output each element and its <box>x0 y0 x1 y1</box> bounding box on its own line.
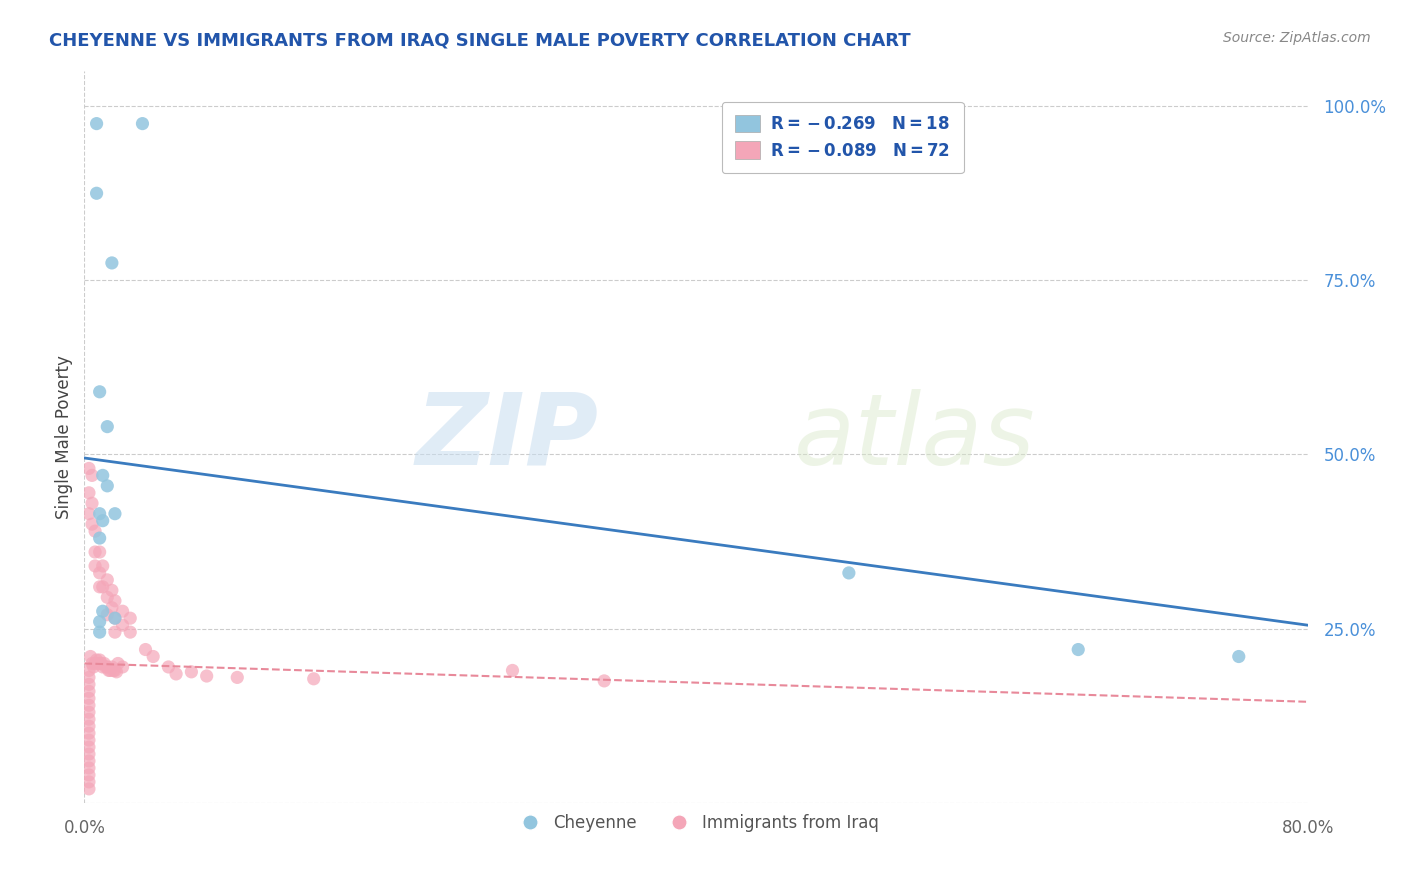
Point <box>77 507 100 521</box>
Point <box>77 691 100 706</box>
Point <box>101 660 124 674</box>
Point <box>79 649 101 664</box>
Point <box>180 665 202 679</box>
Point <box>77 733 100 747</box>
Point <box>165 667 187 681</box>
Point <box>1227 649 1250 664</box>
Point <box>104 507 127 521</box>
Point <box>83 660 105 674</box>
Point <box>96 573 118 587</box>
Point <box>89 566 111 580</box>
Point <box>89 580 111 594</box>
Point <box>135 642 157 657</box>
Point <box>111 618 134 632</box>
Point <box>502 664 524 678</box>
Point <box>77 461 100 475</box>
Point <box>96 607 118 622</box>
Point <box>77 670 100 684</box>
Point <box>195 669 218 683</box>
Point <box>103 664 125 678</box>
Point <box>89 545 111 559</box>
Point <box>96 591 118 605</box>
Point <box>91 660 114 674</box>
Point <box>1067 642 1090 657</box>
Point <box>80 657 103 671</box>
Point <box>104 594 127 608</box>
Point <box>101 256 124 270</box>
Point <box>104 664 127 678</box>
Point <box>91 580 114 594</box>
Point <box>91 604 114 618</box>
Point <box>77 747 100 761</box>
Y-axis label: Single Male Poverty: Single Male Poverty <box>55 355 73 519</box>
Point <box>111 604 134 618</box>
Point <box>101 600 124 615</box>
Point <box>89 531 111 545</box>
Point <box>77 726 100 740</box>
Point <box>96 660 118 674</box>
Point <box>77 740 100 755</box>
Point <box>107 657 129 671</box>
Point <box>77 775 100 789</box>
Point <box>97 664 120 678</box>
Point <box>96 479 118 493</box>
Point <box>120 611 142 625</box>
Point <box>96 419 118 434</box>
Point <box>84 545 107 559</box>
Point <box>101 583 124 598</box>
Point <box>77 754 100 768</box>
Point <box>80 468 103 483</box>
Point <box>77 664 100 678</box>
Point <box>90 657 112 671</box>
Point <box>91 468 114 483</box>
Point <box>77 677 100 691</box>
Point <box>86 186 108 201</box>
Point <box>84 558 107 573</box>
Point <box>86 653 108 667</box>
Point <box>838 566 860 580</box>
Point <box>93 657 115 671</box>
Point <box>91 558 114 573</box>
Point <box>98 664 121 678</box>
Point <box>302 672 325 686</box>
Legend: Cheyenne, Immigrants from Iraq: Cheyenne, Immigrants from Iraq <box>506 807 886 838</box>
Point <box>94 660 117 674</box>
Point <box>77 719 100 733</box>
Point <box>142 649 165 664</box>
Text: atlas: atlas <box>794 389 1035 485</box>
Point <box>77 761 100 775</box>
Point <box>226 670 249 684</box>
Point <box>593 673 616 688</box>
Point <box>104 611 127 625</box>
Point <box>89 615 111 629</box>
Point <box>104 611 127 625</box>
Point <box>105 665 128 679</box>
Point <box>120 625 142 640</box>
Point <box>84 657 107 671</box>
Point <box>84 524 107 538</box>
Point <box>91 514 114 528</box>
Point <box>131 117 153 131</box>
Point <box>77 712 100 726</box>
Text: Source: ZipAtlas.com: Source: ZipAtlas.com <box>1223 31 1371 45</box>
Point <box>89 507 111 521</box>
Point <box>80 496 103 510</box>
Point <box>104 625 127 640</box>
Point <box>157 660 180 674</box>
Point <box>89 625 111 640</box>
Point <box>80 517 103 532</box>
Point <box>77 698 100 713</box>
Point <box>89 653 111 667</box>
Point <box>77 485 100 500</box>
Text: ZIP: ZIP <box>415 389 598 485</box>
Point <box>87 657 110 671</box>
Point <box>77 768 100 782</box>
Point <box>89 384 111 399</box>
Point <box>111 660 134 674</box>
Point <box>77 781 100 796</box>
Text: CHEYENNE VS IMMIGRANTS FROM IRAQ SINGLE MALE POVERTY CORRELATION CHART: CHEYENNE VS IMMIGRANTS FROM IRAQ SINGLE … <box>49 31 911 49</box>
Point <box>86 117 108 131</box>
Point <box>77 684 100 698</box>
Point <box>77 705 100 719</box>
